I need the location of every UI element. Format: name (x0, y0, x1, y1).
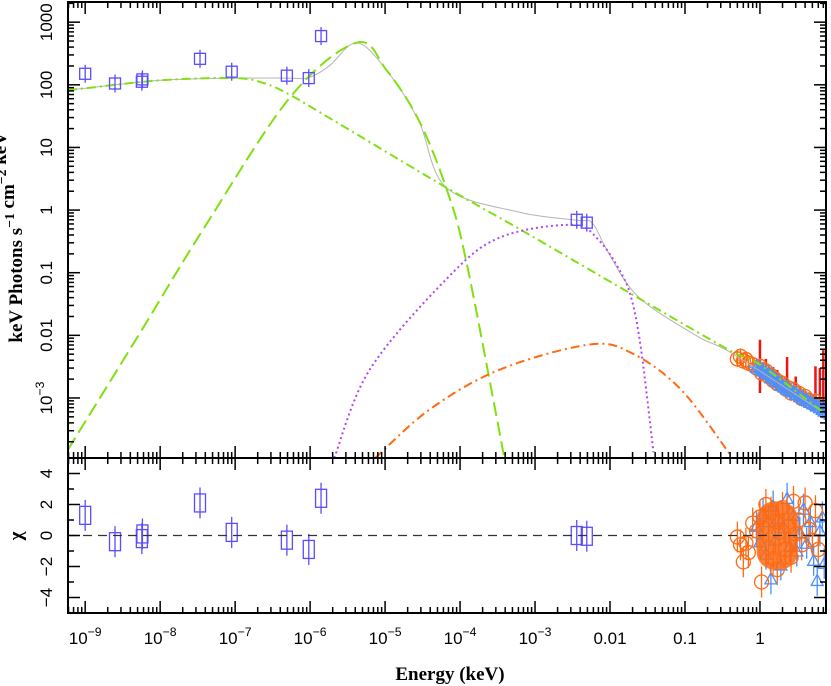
y-tick-label-text: 1 (37, 205, 56, 214)
y-axis-title-superscript: −1 (0, 117, 1, 132)
residual-circle (753, 574, 770, 590)
x-tick-label-superscript: −4 (463, 625, 477, 639)
model-line-orange (374, 342, 733, 458)
y-tick-label: 1000 (37, 3, 56, 41)
residual-y-tick-label: 0 (37, 531, 56, 540)
y-tick-label-text: 10 (37, 395, 56, 414)
model-line-purple (333, 223, 655, 458)
x-tick-label-superscript: −6 (313, 625, 327, 639)
x-tick-label-superscript: −3 (538, 625, 552, 639)
y-axis-title-text: cm (0, 184, 19, 213)
x-tick-label-text: 10 (69, 629, 88, 648)
spectrum-frame (67, 1, 827, 459)
y-tick-label-text: 0.01 (37, 319, 56, 352)
x-tick-label-text: 0.01 (593, 629, 626, 648)
y-axis-title-superscript: −2 (0, 169, 9, 184)
residual-panel (67, 457, 827, 614)
residual-circle (735, 554, 751, 570)
x-tick-label: 10−8 (144, 625, 177, 648)
spectrum-panel (67, 1, 827, 459)
y-tick-label-text: 100 (37, 71, 56, 99)
x-axis-title-text: Energy (keV) (395, 664, 504, 685)
model-line-total (68, 42, 825, 414)
model-line-green-hump (68, 41, 506, 458)
residual-y-axis-title-text: χ (6, 531, 27, 541)
residual-circle (732, 537, 749, 553)
y-tick-label-superscript: −3 (33, 381, 47, 395)
x-tick-label: 0.1 (673, 629, 697, 648)
x-tick-label: 1 (755, 629, 764, 648)
x-tick-label-text: 0.1 (673, 629, 697, 648)
residual-y-tick-label: −2 (37, 557, 56, 576)
residual-y-tick-label: 4 (37, 469, 56, 478)
residual-y-axis-title: χ (6, 531, 27, 541)
residual-circle (804, 532, 821, 548)
x-tick-label-text: 10 (219, 629, 238, 648)
x-tick-label: 10−9 (69, 625, 102, 648)
x-tick-label: 10−5 (369, 625, 402, 648)
x-tick-label-superscript: −9 (88, 625, 102, 639)
y-tick-label: 0.01 (37, 319, 56, 352)
y-tick-label: 1 (37, 205, 56, 214)
x-tick-label: 10−6 (294, 625, 327, 648)
residual-plot-area (79, 482, 826, 598)
residual-y-tick-label: 2 (37, 500, 56, 509)
y-tick-label-text: 1000 (37, 3, 56, 41)
y-tick-label: 10−3 (33, 381, 56, 414)
y-tick-label: 0.1 (37, 261, 56, 285)
x-tick-label-text: 10 (144, 629, 163, 648)
x-tick-label-text: 10 (444, 629, 463, 648)
residual-y-tick-label: −4 (37, 588, 56, 607)
x-tick-label: 10−4 (444, 625, 477, 648)
y-axis-title: keV Photons s−1 cm−2 keV−1 (0, 117, 27, 342)
x-tick-label-superscript: −7 (238, 625, 252, 639)
x-tick-label-text: 1 (755, 629, 764, 648)
spectrum-plot-area (68, 27, 826, 458)
x-tick-label-text: 10 (294, 629, 313, 648)
x-tick-label-text: 10 (369, 629, 388, 648)
y-tick-label: 10 (37, 138, 56, 157)
x-tick-label-text: 10 (519, 629, 538, 648)
y-tick-label-text: 0.1 (37, 261, 56, 285)
x-tick-label: 10−7 (219, 625, 252, 648)
y-tick-label: 100 (37, 71, 56, 99)
model-line-green-powerlaw (68, 76, 825, 414)
x-tick-label: 0.01 (593, 629, 626, 648)
x-tick-label-superscript: −8 (163, 625, 177, 639)
x-axis-title: Energy (keV) (395, 664, 504, 685)
residual-y-tick-label-text: −4 (37, 588, 56, 607)
residual-circle (740, 544, 756, 561)
residual-circle (738, 535, 754, 551)
y-axis-title-text: keV Photons s (6, 228, 27, 343)
residual-y-tick-label-text: 4 (37, 469, 56, 478)
residual-circle (807, 503, 824, 519)
y-tick-label-text: 10 (37, 138, 56, 157)
residual-circle (797, 495, 813, 511)
residual-y-tick-label-text: 2 (37, 500, 56, 509)
x-tick-label-superscript: −5 (388, 625, 402, 639)
residual-y-tick-label-text: −2 (37, 557, 56, 576)
residual-y-tick-label-text: 0 (37, 531, 56, 540)
y-axis-title-text: keV (0, 132, 11, 170)
y-axis-title-superscript: −1 (2, 213, 17, 228)
x-tick-label: 10−3 (519, 625, 552, 648)
residual-circle (801, 521, 817, 537)
